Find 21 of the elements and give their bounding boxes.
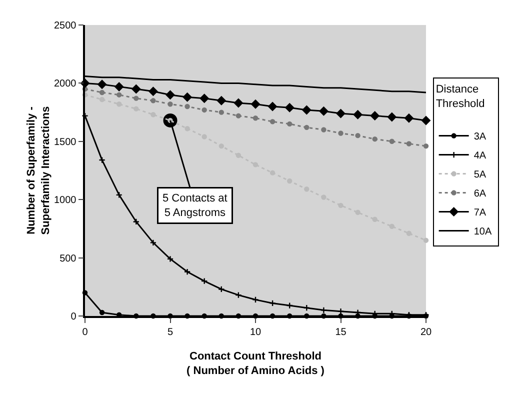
x-tick-label: 0	[82, 326, 88, 338]
legend-label: 3A	[474, 132, 486, 143]
x-tick-label: 5	[167, 326, 174, 338]
y-tick-label: 1000	[54, 195, 77, 206]
y-tick-label: 1500	[54, 136, 77, 148]
x-tick-label: 20	[420, 326, 432, 338]
legend-label: 7A	[474, 208, 486, 219]
y-tick-label: 0	[70, 312, 77, 322]
y-tick-label: 2000	[54, 78, 77, 90]
legend-label: 5A	[474, 170, 486, 181]
x-tick-label: 10	[250, 326, 262, 338]
legend-label: 6A	[474, 188, 486, 200]
x-tick-label: 15	[335, 326, 347, 338]
legend-label: 10A	[474, 226, 492, 238]
legend-label: 4A	[474, 150, 486, 162]
annotation: 5 Contacts at 5 Angstroms	[162, 192, 228, 219]
y-tick-label: 2500	[54, 20, 77, 32]
x-axis-title: Contact Count Threshold ( Number of Amino Acids )	[186, 350, 325, 377]
y-tick-label: 500	[60, 253, 77, 264]
y-axis-title: Number of Superfamily - Superfamily Interactions	[26, 106, 52, 235]
legend-title: Distance Threshold	[436, 84, 485, 110]
